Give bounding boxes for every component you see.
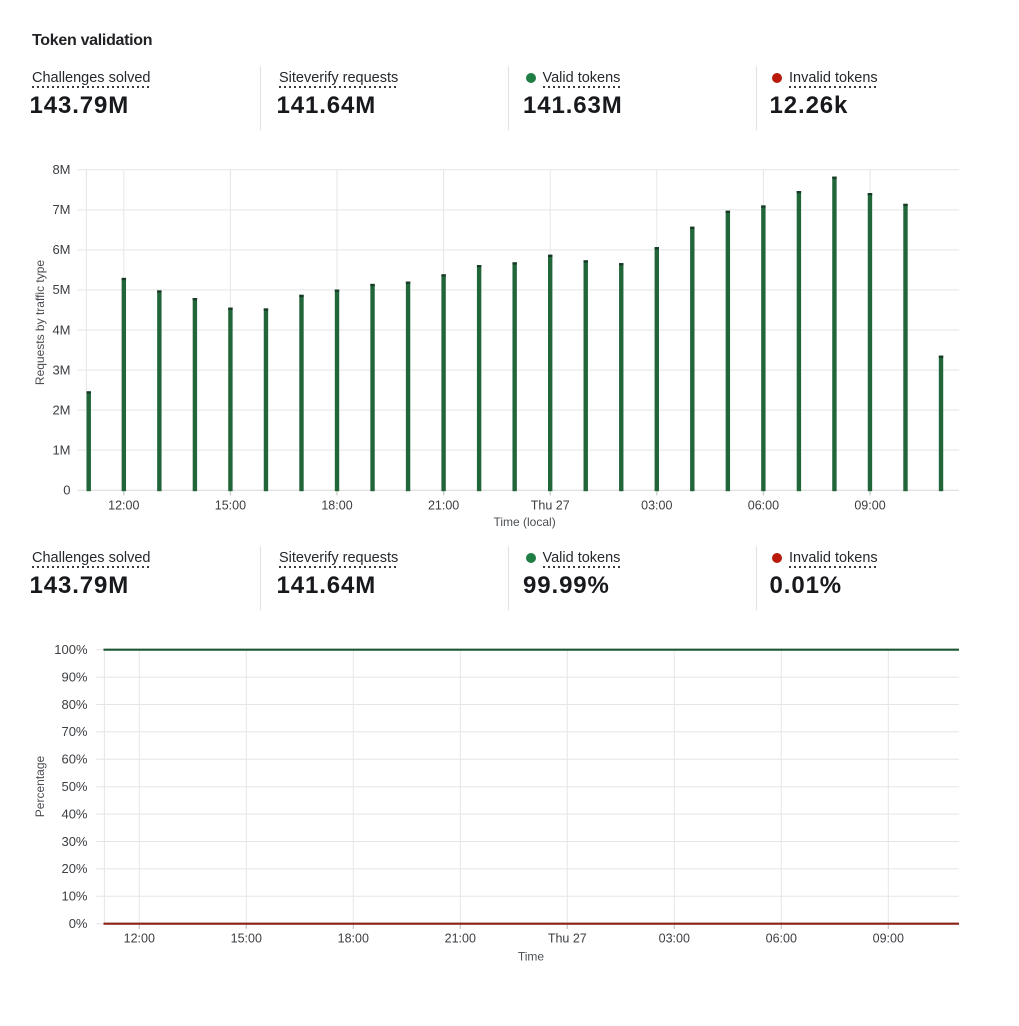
svg-text:0: 0 bbox=[63, 483, 70, 498]
svg-text:12:00: 12:00 bbox=[124, 932, 155, 946]
svg-text:21:00: 21:00 bbox=[428, 499, 459, 513]
svg-text:06:00: 06:00 bbox=[766, 932, 797, 946]
svg-text:03:00: 03:00 bbox=[659, 932, 690, 946]
svg-text:Requests by traffic type: Requests by traffic type bbox=[33, 260, 47, 386]
svg-text:60%: 60% bbox=[61, 752, 87, 767]
svg-text:18:00: 18:00 bbox=[321, 499, 352, 513]
svg-text:8M: 8M bbox=[52, 162, 70, 177]
svg-text:15:00: 15:00 bbox=[231, 932, 262, 946]
svg-text:Percentage: Percentage bbox=[33, 755, 47, 817]
svg-text:09:00: 09:00 bbox=[873, 932, 904, 946]
svg-text:5M: 5M bbox=[52, 282, 70, 297]
svg-text:1M: 1M bbox=[52, 442, 70, 457]
svg-text:09:00: 09:00 bbox=[854, 499, 885, 513]
svg-text:20%: 20% bbox=[61, 861, 87, 876]
svg-text:90%: 90% bbox=[61, 669, 87, 684]
svg-text:40%: 40% bbox=[61, 806, 87, 821]
svg-text:4M: 4M bbox=[52, 322, 70, 337]
svg-text:12:00: 12:00 bbox=[108, 499, 139, 513]
svg-text:50%: 50% bbox=[61, 779, 87, 794]
svg-text:70%: 70% bbox=[61, 724, 87, 739]
svg-text:10%: 10% bbox=[61, 889, 87, 904]
svg-text:Time (local): Time (local) bbox=[493, 515, 555, 529]
svg-text:18:00: 18:00 bbox=[338, 932, 369, 946]
svg-text:Time: Time bbox=[518, 950, 545, 964]
svg-text:2M: 2M bbox=[52, 402, 70, 417]
svg-text:3M: 3M bbox=[52, 362, 70, 377]
svg-text:7M: 7M bbox=[52, 202, 70, 217]
svg-text:0%: 0% bbox=[69, 916, 88, 931]
svg-text:100%: 100% bbox=[54, 642, 88, 657]
svg-text:Thu 27: Thu 27 bbox=[548, 932, 587, 946]
svg-text:15:00: 15:00 bbox=[215, 499, 246, 513]
svg-text:6M: 6M bbox=[52, 242, 70, 257]
svg-text:30%: 30% bbox=[61, 834, 87, 849]
svg-text:Thu 27: Thu 27 bbox=[531, 499, 570, 513]
svg-text:80%: 80% bbox=[61, 697, 87, 712]
svg-text:21:00: 21:00 bbox=[445, 932, 476, 946]
svg-text:03:00: 03:00 bbox=[641, 499, 672, 513]
svg-text:06:00: 06:00 bbox=[748, 499, 779, 513]
